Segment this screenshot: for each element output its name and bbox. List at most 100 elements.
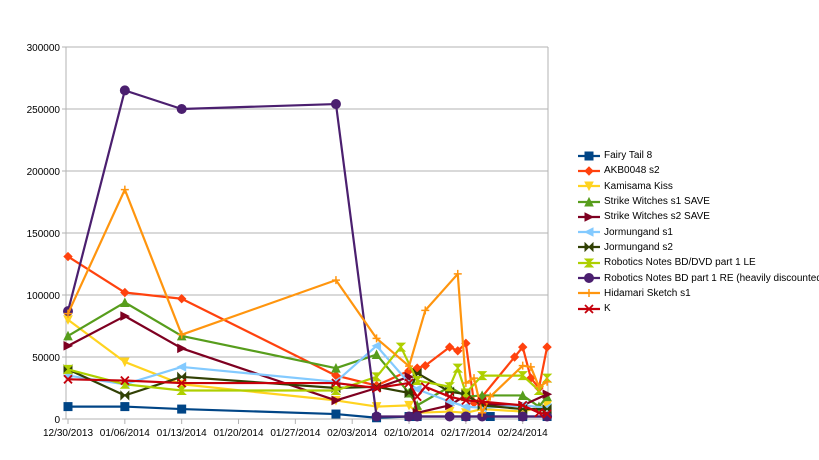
data-point — [444, 411, 455, 422]
legend-label: K — [604, 303, 611, 315]
data-point — [176, 104, 187, 114]
legend-item: Jormungand s2 — [578, 240, 819, 255]
legend-label: Jormungand s1 — [604, 226, 673, 238]
series-robotics-notes-bd-part-1-re-heavily-discounted- — [63, 85, 553, 422]
legend-swatch-icon — [578, 303, 600, 314]
y-tick-label: 50000 — [32, 353, 60, 364]
data-point — [583, 258, 595, 268]
data-point — [64, 309, 72, 318]
legend-item: Fairy Tail 8 — [578, 148, 819, 163]
data-point — [453, 346, 463, 356]
legend-item: Strike Witches s2 SAVE — [578, 209, 819, 224]
x-tick-label: 02/03/2014 — [327, 428, 377, 439]
data-point — [331, 363, 341, 373]
x-axis: 12/30/2013 01/06/2014 01/13/2014 01/20/2014… — [43, 419, 548, 439]
data-point — [63, 251, 73, 262]
legend-swatch-icon — [578, 273, 600, 284]
legend-label: Robotics Notes BD/DVD part 1 LE — [604, 257, 756, 269]
data-point — [584, 181, 594, 192]
data-point — [542, 409, 552, 419]
legend-label: Robotics Notes BD part 1 RE (heavily dis… — [604, 272, 819, 284]
data-point — [63, 341, 74, 351]
data-point — [371, 411, 382, 422]
series-robotics-notes-bd-dvd-part-1-le — [62, 342, 553, 398]
series-line — [67, 378, 548, 416]
data-point — [63, 402, 73, 412]
series-line — [67, 188, 548, 414]
data-point — [470, 374, 478, 383]
data-point — [177, 371, 187, 383]
data-point — [542, 342, 552, 352]
data-point — [477, 390, 487, 400]
y-tick-label: 200000 — [27, 167, 61, 178]
data-point — [331, 378, 341, 388]
data-point — [534, 408, 544, 418]
data-point — [445, 392, 455, 402]
x-tick-label: 02/10/2014 — [384, 428, 434, 439]
legend-swatch-icon — [578, 258, 600, 268]
grid — [62, 46, 549, 420]
data-point — [585, 289, 593, 298]
legend-item: Robotics Notes BD part 1 RE (heavily dis… — [578, 270, 819, 285]
data-point — [509, 352, 520, 362]
data-point — [517, 390, 528, 400]
data-point — [120, 390, 130, 401]
data-point — [584, 166, 594, 176]
series-line — [67, 368, 548, 411]
legend-item: Strike Witches s1 SAVE — [578, 194, 819, 209]
data-point — [460, 401, 471, 412]
x-tick-label: 02/17/2014 — [441, 428, 491, 439]
legend-item: AKB0048 s2 — [578, 163, 819, 178]
data-point — [518, 361, 527, 370]
data-point — [331, 276, 340, 285]
data-point — [120, 297, 130, 307]
legend-item: Jormungand s1 — [578, 224, 819, 239]
data-point — [177, 330, 186, 339]
data-point — [120, 375, 130, 386]
data-point — [176, 294, 187, 304]
data-point — [476, 371, 488, 381]
data-point — [371, 341, 382, 351]
data-point — [330, 385, 342, 395]
data-point — [420, 382, 430, 392]
data-point — [176, 362, 187, 372]
x-tick-label: 01/13/2014 — [157, 428, 207, 439]
data-point — [371, 349, 382, 360]
x-tick-label: 12/30/2013 — [43, 428, 93, 439]
legend-swatch-icon — [578, 166, 600, 176]
data-point — [63, 330, 73, 341]
y-tick-label: 300000 — [27, 43, 61, 54]
data-point — [120, 185, 129, 194]
legend-label: Strike Witches s2 SAVE — [604, 211, 710, 223]
legend-item: K — [578, 301, 819, 316]
y-axis: 0 50000 100000 150000 200000 250000 300000 — [27, 43, 61, 426]
series-line — [67, 318, 548, 414]
data-point — [421, 306, 430, 315]
data-point — [461, 395, 471, 406]
data-point — [452, 363, 463, 373]
data-point — [584, 212, 595, 222]
data-point — [119, 85, 130, 96]
legend-swatch-icon — [578, 242, 600, 253]
legend-item: Robotics Notes BD/DVD part 1 LE — [578, 255, 819, 270]
data-point — [518, 342, 528, 352]
data-point — [176, 385, 187, 395]
legend-label: AKB0048 s2 — [604, 165, 660, 177]
legend-swatch-icon — [578, 181, 600, 192]
data-point — [517, 371, 528, 381]
data-point — [331, 409, 341, 419]
data-point — [444, 342, 455, 352]
data-point — [460, 411, 471, 422]
data-point — [584, 196, 594, 207]
data-point — [177, 378, 187, 388]
legend-item: Kamisama Kiss — [578, 179, 819, 194]
legend-swatch-icon — [578, 196, 600, 207]
data-point — [518, 400, 528, 410]
x-tick-label: 01/06/2014 — [100, 428, 150, 439]
y-tick-label: 250000 — [27, 105, 61, 116]
data-point — [120, 287, 130, 298]
data-point — [517, 411, 528, 422]
legend-swatch-icon — [578, 151, 600, 161]
y-tick-label: 100000 — [27, 291, 61, 302]
data-point — [477, 397, 487, 407]
